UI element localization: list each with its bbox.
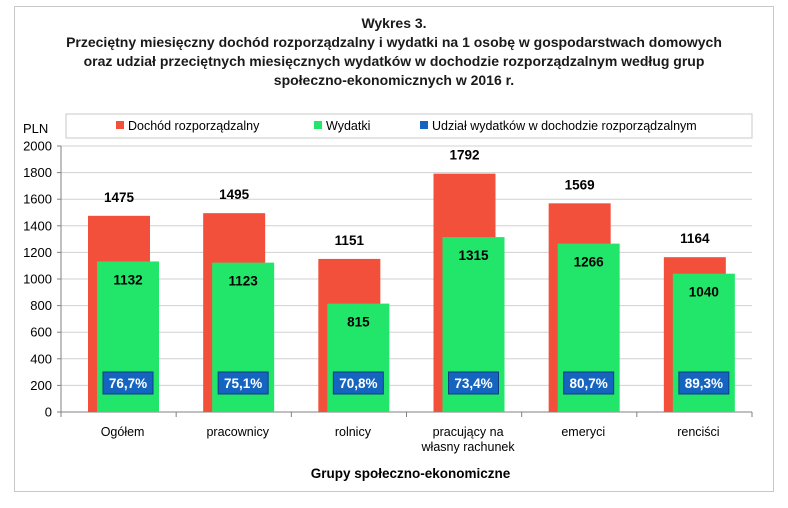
- x-axis-title: Grupy społeczno-ekonomiczne: [311, 466, 511, 481]
- y-tick-label: 400: [30, 351, 52, 366]
- legend-label: Dochód rozporządzalny: [128, 119, 260, 133]
- data-label-share: 80,7%: [570, 376, 608, 391]
- data-label-expenses: 1266: [574, 255, 605, 270]
- y-tick-label: 1400: [23, 218, 52, 233]
- y-tick-label: 1800: [23, 165, 52, 180]
- y-tick-label: 1000: [23, 272, 52, 287]
- data-label-expenses: 1040: [689, 285, 719, 300]
- share-label-box: [332, 371, 384, 395]
- y-axis-unit-label: PLN: [23, 121, 48, 136]
- chart-title: Wykres 3. Przeciętny miesięczny dochód r…: [14, 14, 774, 90]
- legend-box: [65, 113, 753, 139]
- data-label-income: 1495: [219, 187, 250, 202]
- share-label-box: [102, 371, 154, 395]
- legend-swatch: [420, 121, 428, 129]
- legend-swatch: [116, 121, 124, 129]
- y-tick-label: 200: [30, 378, 52, 393]
- share-label-box: [563, 371, 615, 395]
- data-label-expenses: 1315: [458, 248, 489, 263]
- x-tick-label: emeryci: [561, 425, 605, 439]
- data-label-income: 1164: [680, 231, 710, 246]
- data-label-share: 75,1%: [224, 376, 262, 391]
- data-label-share: 76,7%: [109, 376, 147, 391]
- title-line-4: społeczno-ekonomicznych w 2016 r.: [273, 72, 515, 88]
- data-label-share: 73,4%: [454, 376, 492, 391]
- legend-label: Udział wydatków w dochodzie rozporządzal…: [432, 119, 697, 133]
- share-label-box: [448, 371, 499, 395]
- y-tick-label: 1200: [23, 245, 52, 260]
- data-label-expenses: 815: [347, 315, 370, 330]
- title-line-3: oraz udział przeciętnych miesięcznych wy…: [83, 53, 705, 69]
- y-tick-label: 600: [30, 325, 52, 340]
- data-label-income: 1151: [335, 233, 365, 248]
- data-label-expenses: 1132: [113, 272, 142, 287]
- y-tick-label: 1600: [23, 192, 52, 207]
- y-tick-label: 2000: [23, 139, 52, 154]
- title-line-1: Wykres 3.: [361, 15, 427, 31]
- y-tick-label: 0: [45, 405, 52, 420]
- x-tick-label: renciści: [677, 425, 719, 439]
- legend-label: Wydatki: [326, 119, 370, 133]
- x-tick-label: własny rachunek: [421, 440, 516, 454]
- data-label-share: 70,8%: [339, 376, 377, 391]
- data-label-share: 89,3%: [685, 376, 723, 391]
- y-tick-label: 800: [30, 298, 52, 313]
- legend-swatch: [314, 121, 322, 129]
- share-label-box: [217, 371, 269, 395]
- x-tick-label: rolnicy: [335, 425, 372, 439]
- x-tick-label: pracujący na: [433, 425, 504, 439]
- data-label-expenses: 1123: [229, 274, 259, 289]
- data-label-income: 1569: [565, 177, 595, 192]
- share-label-box: [678, 371, 730, 395]
- data-label-income: 1792: [449, 148, 479, 163]
- title-line-2: Przeciętny miesięczny dochód rozporządza…: [66, 34, 722, 50]
- data-label-income: 1475: [104, 190, 135, 205]
- x-tick-label: Ogółem: [101, 425, 145, 439]
- x-tick-label: pracownicy: [206, 425, 269, 439]
